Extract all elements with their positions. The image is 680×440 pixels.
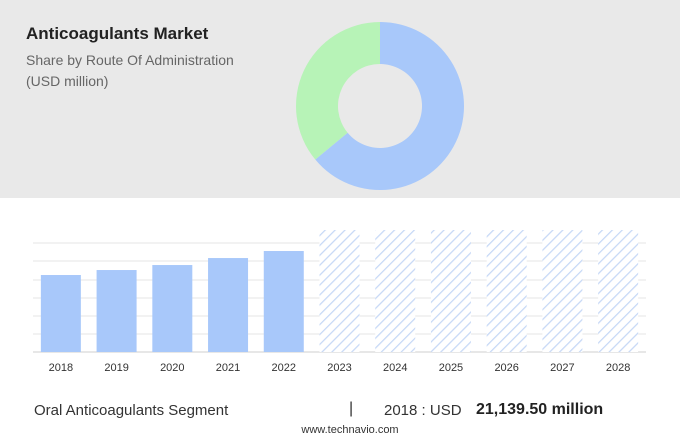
subtitle: Share by Route Of Administration bbox=[26, 52, 234, 68]
bar bbox=[152, 265, 193, 352]
footer-separator: | bbox=[349, 400, 354, 417]
forecast-placeholder bbox=[542, 230, 583, 352]
forecast-placeholder bbox=[598, 230, 639, 352]
x-tick-label: 2019 bbox=[104, 362, 128, 374]
pie-slice bbox=[315, 22, 464, 190]
forecast-placeholder bbox=[375, 230, 416, 352]
subtitle: (USD million) bbox=[26, 73, 109, 89]
x-tick-label: 2022 bbox=[272, 362, 296, 374]
x-tick-label: 2026 bbox=[494, 362, 518, 374]
bar bbox=[208, 258, 249, 352]
x-tick-label: 2020 bbox=[160, 362, 184, 374]
footer-year: 2018 : USD bbox=[384, 402, 462, 419]
x-tick-label: 2028 bbox=[606, 362, 630, 374]
x-tick-label: 2023 bbox=[327, 362, 351, 374]
x-tick-label: 2024 bbox=[383, 362, 407, 374]
footer-value: 21,139.50 million bbox=[476, 401, 604, 418]
x-tick-label: 2018 bbox=[49, 362, 73, 374]
pie-slice bbox=[295, 22, 380, 160]
bar bbox=[96, 270, 137, 352]
forecast-placeholder bbox=[430, 230, 471, 352]
x-tick-label: 2025 bbox=[439, 362, 463, 374]
x-tick-label: 2027 bbox=[550, 362, 574, 374]
forecast-placeholder bbox=[319, 230, 360, 352]
bar bbox=[40, 275, 81, 352]
bar bbox=[263, 251, 304, 352]
footer-source: www.technavio.com bbox=[301, 424, 399, 436]
forecast-placeholder bbox=[486, 230, 527, 352]
title: Anticoagulants Market bbox=[26, 24, 209, 43]
x-tick-label: 2021 bbox=[216, 362, 240, 374]
footer-segment: Oral Anticoagulants Segment bbox=[34, 402, 229, 419]
